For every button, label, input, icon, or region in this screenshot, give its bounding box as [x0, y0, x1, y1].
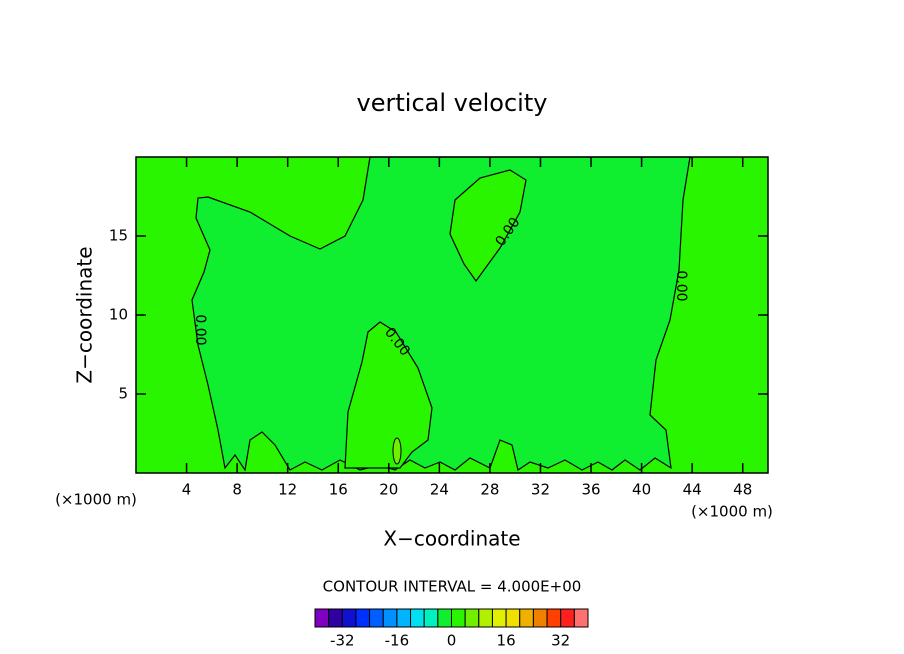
- x-tick-label: 16: [329, 481, 348, 499]
- colorbar-box: [491, 608, 507, 628]
- colorbar-box: [451, 608, 466, 628]
- x-tick-label: 32: [531, 481, 550, 499]
- x-tick-label: 44: [683, 481, 702, 499]
- region-fill: [344, 321, 433, 469]
- contour-interval: CONTOUR INTERVAL = 4.000E+00: [323, 578, 582, 596]
- colorbar-box: [369, 608, 384, 628]
- x-tick-label: 40: [632, 481, 651, 499]
- colorbar-tick-label: 32: [551, 632, 570, 650]
- colorbar-box: [532, 608, 548, 628]
- y-tick-label: 15: [109, 227, 128, 245]
- colorbar-box: [560, 608, 575, 628]
- colorbar-box: [328, 608, 343, 628]
- x-unit-label: (×1000 m): [691, 503, 773, 521]
- chart-title: vertical velocity: [357, 89, 548, 117]
- colorbar-box: [519, 608, 534, 628]
- contour-label: 0.00: [673, 270, 689, 301]
- x-tick-label: 4: [182, 481, 192, 499]
- colorbar-box: [341, 608, 357, 628]
- x-tick-label: 8: [232, 481, 242, 499]
- colorbar-box: [410, 608, 425, 628]
- colorbar-tick-label: 16: [497, 632, 516, 650]
- x-tick-label: 24: [430, 481, 449, 499]
- y-tick-label: 5: [118, 385, 128, 403]
- colorbar-box: [423, 608, 439, 628]
- colorbar-box: [314, 608, 330, 628]
- colorbar-box: [437, 608, 453, 628]
- y-axis-label: Z−coordinate: [73, 246, 97, 383]
- colorbar-box: [464, 608, 480, 628]
- colorbar-tick-label: -16: [385, 632, 410, 650]
- colorbar-box: [546, 608, 562, 628]
- x-tick-label: 36: [581, 481, 600, 499]
- colorbar-box: [396, 608, 412, 628]
- colorbar-box: [505, 608, 521, 628]
- contour-label: 0.00: [192, 314, 208, 345]
- region-fill: [191, 156, 691, 472]
- x-tick-label: 28: [480, 481, 499, 499]
- y-tick-label: 10: [109, 306, 128, 324]
- colorbar-box: [573, 608, 589, 628]
- colorbar-tick-label: -32: [330, 632, 355, 650]
- x-tick-label: 20: [379, 481, 398, 499]
- region-fill: [449, 169, 527, 283]
- colorbar-box: [355, 608, 371, 628]
- contour-line: [392, 437, 402, 465]
- colorbar-box: [478, 608, 493, 628]
- x-tick-label: 12: [278, 481, 297, 499]
- x-axis-label: X−coordinate: [383, 527, 520, 551]
- plot-area: [135, 156, 769, 474]
- y-unit-label: (×1000 m): [55, 491, 137, 509]
- colorbar-box: [382, 608, 398, 628]
- x-tick-label: 48: [733, 481, 752, 499]
- colorbar-tick-label: 0: [447, 632, 457, 650]
